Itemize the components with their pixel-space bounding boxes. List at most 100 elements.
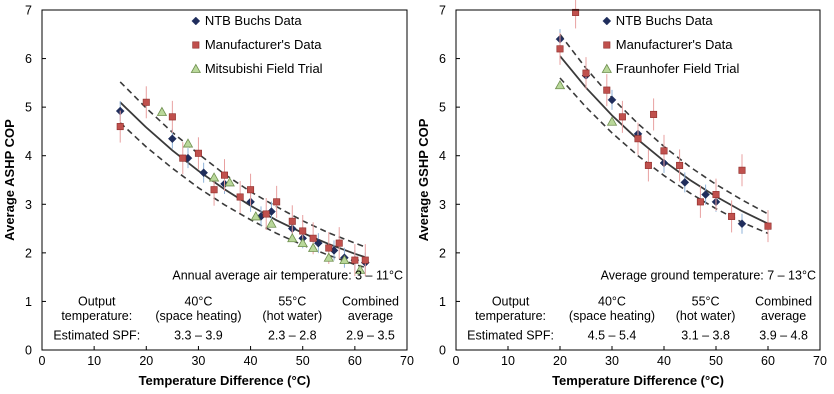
y-tick-label: 5 (25, 101, 32, 115)
row-label: temperature: (475, 309, 546, 323)
upper-confidence-line (119, 81, 366, 248)
chart-panel-1: 0 10 20 30 40 50 60 70 0 1 2 3 4 5 6 7 Temperature Diffe… (2, 4, 414, 389)
y-axis-label: Average GSHP COP (416, 118, 431, 241)
legend-label: NTB Buchs Data (205, 13, 303, 28)
row-label: temperature: (61, 309, 132, 323)
x-tick-label: 20 (139, 354, 153, 368)
data-point (224, 177, 235, 187)
data-point (603, 86, 611, 94)
x-tick-label: 50 (709, 354, 723, 368)
lower-confidence-line (119, 122, 366, 269)
data-point (554, 79, 566, 90)
y-tick-label: 6 (439, 52, 446, 66)
data-point (738, 166, 746, 174)
x-tick-label: 10 (87, 354, 101, 368)
data-point (351, 256, 359, 264)
x-tick-label: 0 (453, 354, 460, 368)
column-header: 40°C (184, 294, 212, 308)
legend: NTB Buchs Data Manufacturer's Data Fraunho… (601, 13, 739, 76)
data-point (606, 116, 618, 126)
legend-label: Manufacturer's Data (616, 37, 733, 52)
column-header: average (348, 309, 393, 323)
legend-label: Mitsubishi Field Trial (205, 61, 323, 76)
x-tick-label: 60 (348, 354, 362, 368)
y-tick-label: 7 (439, 4, 446, 18)
data-point (764, 222, 772, 230)
y-tick-label: 3 (439, 198, 446, 212)
data-point (221, 171, 229, 179)
y-tick-label: 7 (25, 4, 32, 18)
y-tick-label: 4 (439, 149, 446, 163)
data-point (728, 212, 736, 220)
y-tick-label: 2 (25, 246, 32, 260)
data-point (266, 218, 277, 228)
data-point (210, 186, 218, 194)
column-header: Combined (342, 294, 399, 308)
data-point (361, 256, 369, 264)
data-point (712, 191, 720, 199)
x-tick-label: 70 (813, 354, 827, 368)
y-axis-label: Average ASHP COP (2, 119, 17, 241)
column-header: average (761, 309, 806, 323)
spf-value: 2.9 – 3.5 (346, 328, 395, 342)
series-triangle (156, 106, 366, 274)
data-point (168, 134, 177, 144)
data-point (236, 193, 244, 201)
column-header: Combined (755, 294, 812, 308)
annotation: Annual average air temperature: 3 – 11°C (172, 269, 403, 283)
x-axis-label: Temperature Difference (°C) (139, 373, 311, 388)
x-tick-label: 60 (761, 354, 775, 368)
data-point (179, 154, 187, 162)
legend-label: Manufacturer's Data (205, 37, 322, 52)
data-point (323, 252, 334, 262)
data-point (299, 227, 307, 235)
legend-marker (192, 41, 200, 49)
data-point (199, 168, 208, 178)
x-tick-label: 40 (244, 354, 258, 368)
spf-value: 3.3 – 3.9 (174, 328, 223, 342)
x-tick-label: 30 (191, 354, 205, 368)
data-point (618, 113, 626, 121)
plot-frame (455, 9, 821, 351)
data-point (339, 254, 350, 265)
data-point (208, 172, 220, 182)
data-point (650, 110, 658, 118)
y-tick-label: 0 (25, 344, 32, 358)
y-tick-label: 1 (439, 295, 446, 309)
data-point (182, 138, 194, 148)
data-point (696, 198, 704, 206)
y-tick-label: 5 (439, 101, 446, 115)
data-point (307, 242, 319, 252)
annotation: Average ground temperature: 7 – 13°C (601, 269, 816, 283)
column-header: 55°C (692, 294, 720, 308)
data-point (247, 186, 255, 194)
row-label: Output (78, 294, 116, 308)
legend-marker (603, 41, 611, 49)
series-square (556, 0, 772, 243)
x-tick-label: 40 (657, 354, 671, 368)
data-point (582, 69, 590, 77)
data-point (194, 149, 202, 157)
legend-marker (601, 63, 612, 73)
data-point (287, 232, 298, 243)
data-point (156, 106, 168, 116)
data-point (644, 161, 652, 169)
x-tick-label: 30 (605, 354, 619, 368)
y-tick-label: 1 (25, 295, 32, 309)
data-point (297, 237, 308, 248)
series-triangle (554, 79, 618, 126)
data-point (142, 98, 150, 106)
data-point (634, 135, 642, 143)
row-label: Estimated SPF: (53, 328, 140, 342)
y-tick-label: 3 (25, 198, 32, 212)
column-header: (space heating) (155, 309, 241, 323)
spf-value: 2.3 – 2.8 (268, 328, 317, 342)
legend: NTB Buchs Data Manufacturer's Data Mitsubi… (190, 13, 323, 76)
row-label: Estimated SPF: (467, 328, 554, 342)
legend-marker (190, 63, 202, 73)
data-point (354, 264, 366, 274)
x-tick-label: 10 (501, 354, 515, 368)
data-point (335, 239, 343, 247)
x-axis-label: Temperature Difference (°C) (552, 373, 724, 388)
